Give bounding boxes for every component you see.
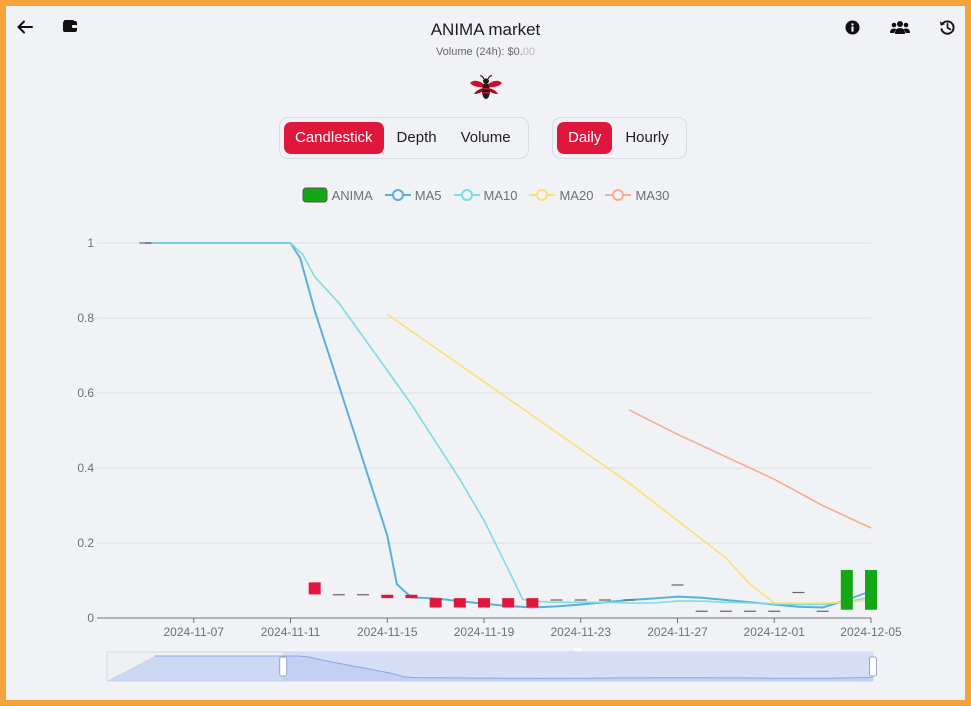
arrow-left-icon [17, 20, 33, 34]
volume-decimals: 00 [522, 46, 536, 58]
candle [526, 598, 539, 608]
zoom-handle-left[interactable] [279, 656, 288, 677]
legend-swatch [453, 189, 480, 201]
candle [405, 594, 418, 599]
legend-item-ma10[interactable]: MA10 [453, 187, 518, 203]
zoom-move-handle[interactable] [574, 648, 583, 651]
zoom-handle-right[interactable] [869, 656, 877, 677]
legend-label: MA30 [635, 187, 670, 203]
zoom-window[interactable] [283, 652, 873, 681]
legend-label: MA10 [483, 187, 518, 203]
series-line-ma10 [145, 242, 872, 606]
tab-depth[interactable]: Depth [396, 129, 437, 146]
candle [139, 242, 152, 244]
candle [719, 610, 732, 612]
page-title: ANIMA market [430, 20, 541, 39]
candle [429, 598, 442, 608]
y-tick-label: 0.8 [77, 311, 94, 325]
y-tick-label: 0.2 [77, 536, 94, 550]
volume-label: Volume (24h): $0. [435, 46, 523, 58]
candle [332, 594, 345, 596]
candle [550, 599, 563, 601]
x-tick-label: 2024-11-15 [357, 625, 418, 639]
legend-item-ma5[interactable]: MA5 [384, 187, 442, 203]
users-icon [890, 20, 910, 34]
chart-legend: ANIMA MA5 MA10 MA20 MA30 [6, 187, 965, 203]
candle [502, 598, 515, 608]
candle [768, 610, 781, 612]
candle [453, 598, 466, 608]
candle [744, 610, 757, 612]
x-tick-label: 2024-11-07 [164, 625, 225, 639]
candle [598, 599, 611, 601]
candle [574, 599, 587, 601]
wallet-button[interactable] [56, 12, 84, 40]
legend-item-anima[interactable]: ANIMA [302, 187, 373, 203]
legend-item-ma20[interactable]: MA20 [529, 187, 593, 203]
candle [695, 610, 708, 612]
legend-item-ma30[interactable]: MA30 [605, 187, 669, 203]
x-tick-label: 2024-11-19 [454, 625, 515, 639]
candle [671, 584, 684, 586]
legend-label: MA5 [414, 187, 442, 203]
bee-logo [470, 75, 502, 99]
candle [478, 598, 490, 608]
candlestick-chart: 0 0.2 0.4 0.6 0.8 1 2024-11-07 2024-11-11 2024-… [77, 236, 902, 682]
y-tick-label: 0.4 [77, 461, 94, 475]
community-button[interactable] [886, 13, 914, 41]
candle [308, 582, 321, 595]
series-line-ma30 [628, 409, 872, 529]
legend-label: MA20 [559, 187, 594, 203]
tab-volume[interactable]: Volume [460, 129, 511, 146]
wallet-icon [63, 20, 77, 32]
candle [865, 570, 877, 610]
candle [381, 594, 394, 599]
legend-swatch [384, 189, 411, 201]
back-button[interactable] [11, 13, 39, 41]
legend-label: ANIMA [331, 187, 373, 203]
app-frame: ANIMA market Volume (24h): $0.00 [6, 6, 965, 700]
info-button[interactable] [838, 13, 866, 41]
interval-tabs: Daily Hourly [552, 117, 687, 159]
y-tick-label: 1 [87, 236, 94, 250]
legend-swatch [605, 189, 632, 201]
zoom-preview-area [107, 656, 873, 681]
series-line-ma20 [386, 313, 872, 604]
candle [623, 599, 636, 601]
history-button[interactable] [933, 13, 961, 41]
x-tick-label: 2024-11-11 [261, 625, 321, 639]
interval-tab-daily[interactable]: Daily [557, 122, 613, 154]
candle [816, 610, 829, 612]
series-line-ma5 [145, 242, 872, 609]
x-tick-label: 2024-11-23 [551, 625, 612, 639]
candle [840, 570, 853, 610]
zoom-preview-line [154, 655, 874, 679]
candle [792, 591, 805, 594]
candle [357, 594, 370, 596]
info-circle-icon [844, 19, 860, 35]
y-tick-label: 0 [87, 611, 94, 625]
chart-type-tabs: Candlestick Depth Volume [279, 117, 529, 159]
legend-swatch [529, 189, 556, 201]
legend-swatch [302, 187, 328, 203]
tab-candlestick[interactable]: Candlestick [284, 122, 384, 154]
x-tick-label: 2024-12-01 [744, 625, 806, 639]
history-icon [939, 20, 955, 35]
zoom-track[interactable] [106, 651, 874, 682]
volume-24h: Volume (24h): $0.00 [6, 46, 965, 58]
x-tick-label: 2024-11-27 [647, 625, 708, 639]
y-tick-label: 0.6 [77, 386, 94, 400]
x-tick-label: 2024-12-05 [840, 625, 902, 639]
interval-tab-hourly[interactable]: Hourly [625, 129, 669, 146]
